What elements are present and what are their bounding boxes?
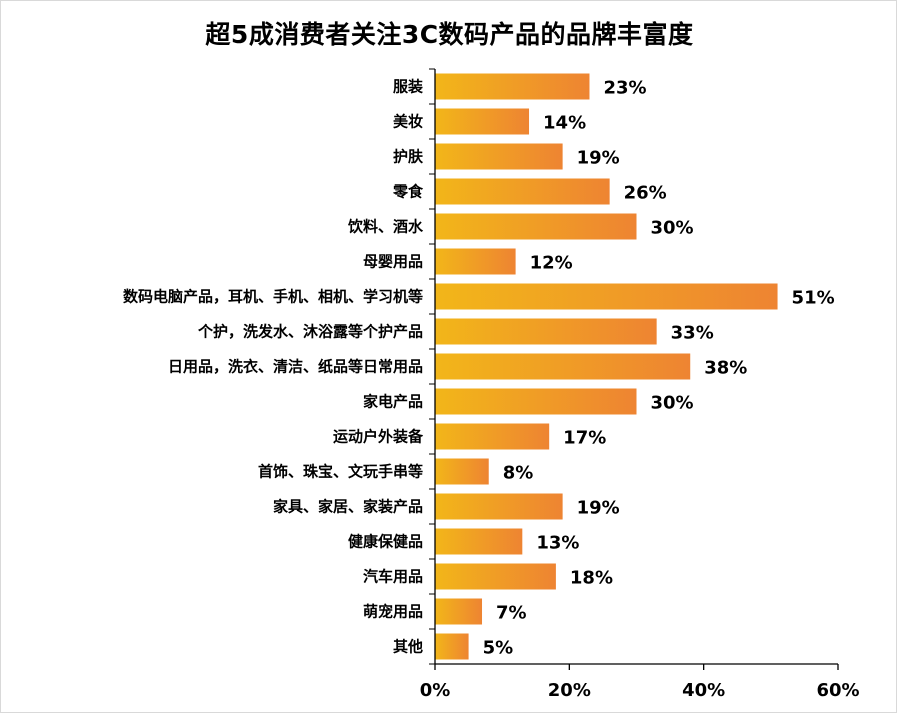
category-label: 家电产品 bbox=[363, 393, 423, 411]
value-label: 30% bbox=[651, 218, 694, 239]
bar-7 bbox=[435, 318, 657, 345]
chart-title: 超5成消费者关注3C数码产品的品牌丰富度 bbox=[205, 20, 694, 49]
category-label: 萌宠用品 bbox=[363, 603, 423, 621]
value-label: 51% bbox=[792, 288, 835, 309]
value-label: 18% bbox=[570, 568, 613, 589]
bar-8 bbox=[435, 353, 691, 380]
category-label: 运动户外装备 bbox=[333, 428, 424, 446]
category-label: 其他 bbox=[393, 638, 423, 656]
value-label: 19% bbox=[577, 148, 620, 169]
value-label: 17% bbox=[563, 428, 606, 449]
category-label: 汽车用品 bbox=[363, 568, 423, 586]
bar-11 bbox=[435, 458, 489, 485]
bar-15 bbox=[435, 598, 483, 625]
bar-1 bbox=[435, 108, 530, 135]
value-label: 8% bbox=[503, 463, 534, 484]
bar-16 bbox=[435, 633, 469, 660]
value-label: 30% bbox=[651, 393, 694, 414]
value-label: 38% bbox=[704, 358, 747, 379]
category-label: 护肤 bbox=[393, 148, 424, 166]
x-tick-label: 20% bbox=[548, 680, 591, 701]
category-label: 服装 bbox=[393, 78, 424, 96]
value-label: 5% bbox=[483, 638, 514, 659]
category-label: 家具、家居、家装产品 bbox=[273, 498, 423, 516]
bar-2 bbox=[435, 143, 563, 170]
category-label: 健康保健品 bbox=[348, 533, 423, 551]
category-label: 首饰、珠宝、文玩手串等 bbox=[258, 463, 423, 481]
axes-group: 0% 20% 40% 60% bbox=[420, 68, 860, 701]
bar-9 bbox=[435, 388, 637, 415]
category-label: 饮料、酒水 bbox=[347, 218, 424, 236]
x-tick-label: 0% bbox=[420, 680, 451, 701]
value-label: 19% bbox=[577, 498, 620, 519]
bars-group: 服装 23% 美妆 14% 护肤 19% 零食 26% 饮料、酒水 30% 母婴用品 12% 数码电脑产… bbox=[123, 73, 835, 660]
value-label: 12% bbox=[530, 253, 573, 274]
bar-14 bbox=[435, 563, 556, 590]
category-label: 数码电脑产品，耳机、手机、相机、学习机等 bbox=[123, 288, 423, 306]
bar-10 bbox=[435, 423, 550, 450]
value-label: 7% bbox=[496, 603, 527, 624]
value-label: 26% bbox=[624, 183, 667, 204]
value-label: 13% bbox=[536, 533, 579, 554]
category-label: 个护，洗发水、沐浴露等个护产品 bbox=[197, 323, 423, 341]
category-label: 零食 bbox=[392, 183, 424, 201]
value-label: 14% bbox=[543, 113, 586, 134]
bar-5 bbox=[435, 248, 516, 275]
category-label: 日用品，洗衣、清洁、纸品等日常用品 bbox=[168, 358, 423, 376]
category-label: 母婴用品 bbox=[363, 253, 423, 271]
bar-12 bbox=[435, 493, 563, 520]
bar-13 bbox=[435, 528, 523, 555]
x-tick-label: 60% bbox=[816, 680, 859, 701]
bar-3 bbox=[435, 178, 610, 205]
bar-0 bbox=[435, 73, 590, 100]
category-label: 美妆 bbox=[393, 113, 423, 131]
x-tick-label: 40% bbox=[682, 680, 725, 701]
value-label: 33% bbox=[671, 323, 714, 344]
bar-6 bbox=[435, 283, 778, 310]
value-label: 23% bbox=[603, 78, 646, 99]
bar-4 bbox=[435, 213, 637, 240]
